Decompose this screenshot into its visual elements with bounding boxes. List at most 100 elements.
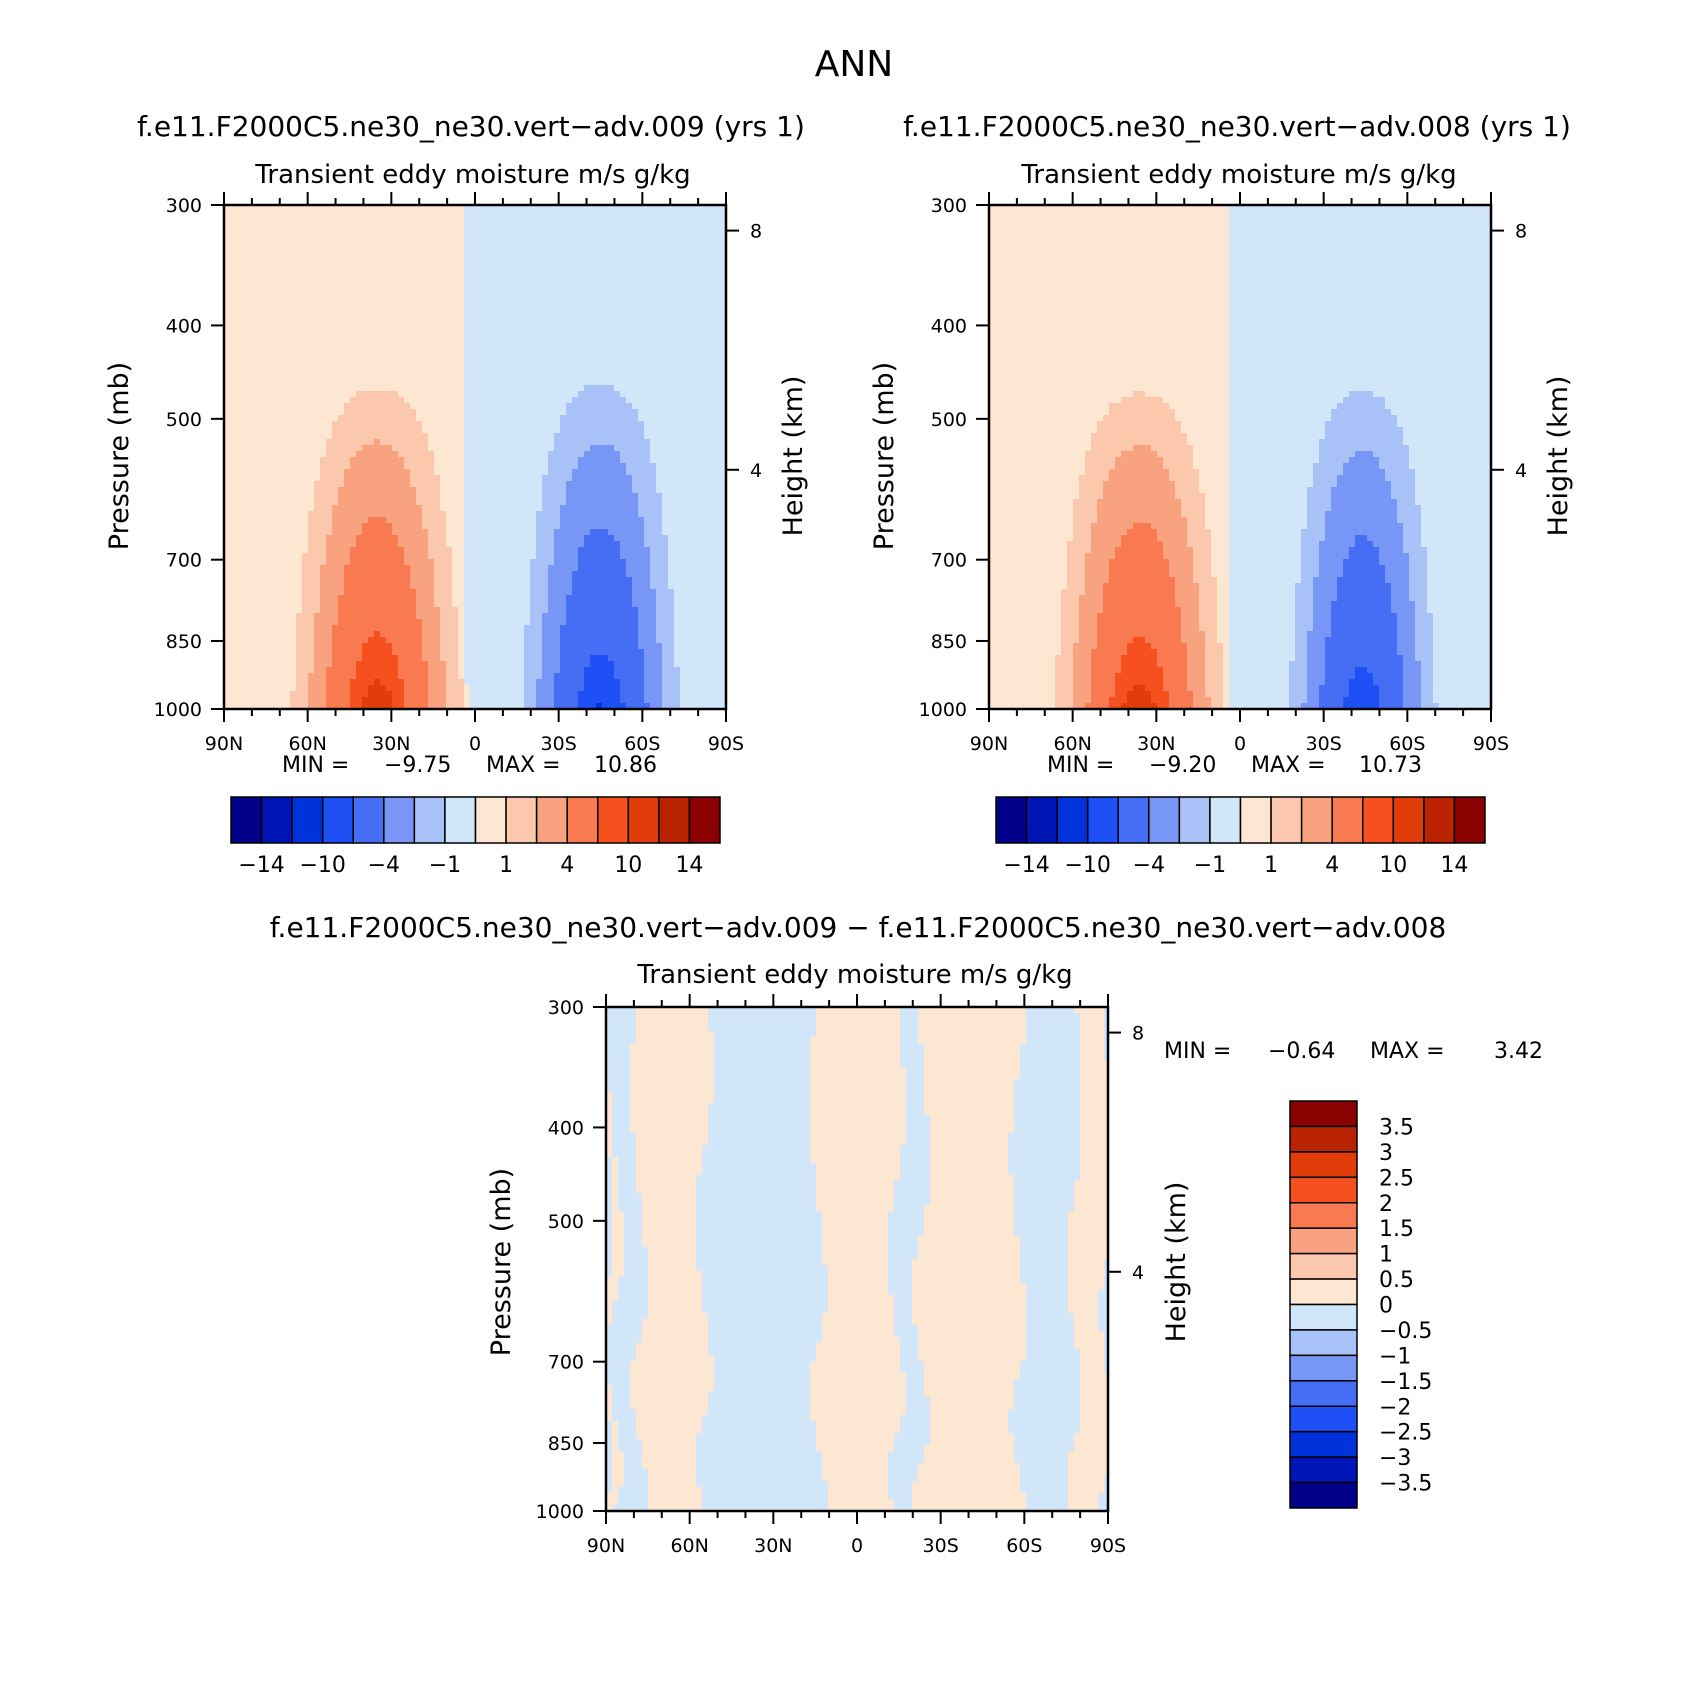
field-cell [452,373,459,380]
field-cell [464,487,471,494]
field-cell [326,589,333,596]
field-cell [224,517,231,524]
field-cell [290,631,297,638]
field-cell [362,331,369,338]
field-cell [434,667,441,674]
field-cell [320,361,327,368]
field-cell [404,523,411,530]
field-cell [458,427,465,434]
field-cell [236,415,243,422]
field-cell [500,373,507,380]
field-cell [518,547,525,554]
field-cell [362,457,369,464]
field-cell [530,697,537,704]
field-cell [236,643,243,650]
field-cell [542,343,549,350]
field-cell [428,415,435,422]
field-cell [242,283,249,290]
field-cell [374,511,381,518]
field-cell [392,511,399,518]
field-cell [272,343,279,350]
field-cell [380,343,387,350]
field-cell [560,673,567,680]
field-cell [464,445,471,452]
field-cell [530,427,537,434]
field-cell [350,385,357,392]
field-cell [326,301,333,308]
field-cell [482,433,489,440]
field-cell [560,337,567,344]
field-cell [578,247,585,254]
field-cell [260,253,267,260]
field-cell [446,499,453,506]
field-cell [440,631,447,638]
field-cell [440,271,447,278]
field-cell [230,205,237,212]
field-cell [272,577,279,584]
field-cell [290,343,297,350]
field-cell [434,283,441,290]
field-cell [530,529,537,536]
field-cell [518,517,525,524]
field-cell [374,337,381,344]
field-cell [494,625,501,632]
field-cell [296,451,303,458]
field-cell [506,643,513,650]
field-cell [428,481,435,488]
field-cell [554,661,561,668]
field-cell [422,271,429,278]
field-cell [380,283,387,290]
field-cell [308,427,315,434]
field-cell [398,367,405,374]
field-cell [308,703,315,710]
field-cell [518,313,525,320]
field-cell [248,427,255,434]
field-cell [350,547,357,554]
field-cell [230,421,237,428]
field-cell [320,343,327,350]
field-cell [506,265,513,272]
field-cell [290,295,297,302]
field-cell [242,427,249,434]
field-cell [272,595,279,602]
field-cell [518,661,525,668]
field-cell [350,463,357,470]
field-cell [392,529,399,536]
field-cell [536,643,543,650]
field-cell [230,679,237,686]
field-cell [518,253,525,260]
field-cell [536,673,543,680]
field-cell [290,451,297,458]
field-cell [566,661,573,668]
field-cell [386,277,393,284]
field-cell [254,373,261,380]
field-cell [554,229,561,236]
field-cell [440,349,447,356]
field-cell [446,613,453,620]
field-cell [476,433,483,440]
field-cell [302,241,309,248]
field-cell [368,601,375,608]
field-cell [542,691,549,698]
field-cell [464,553,471,560]
field-cell [560,211,567,218]
field-cell [338,283,345,290]
field-cell [320,625,327,632]
field-cell [272,355,279,362]
field-cell [446,445,453,452]
field-cell [572,577,579,584]
field-cell [338,223,345,230]
field-cell [362,367,369,374]
field-cell [554,631,561,638]
field-cell [236,505,243,512]
field-cell [266,355,273,362]
field-cell [362,643,369,650]
field-cell [356,343,363,350]
field-cell [476,613,483,620]
field-cell [320,637,327,644]
field-cell [422,211,429,218]
field-cell [332,331,339,338]
field-cell [290,577,297,584]
field-cell [512,313,519,320]
field-cell [452,409,459,416]
